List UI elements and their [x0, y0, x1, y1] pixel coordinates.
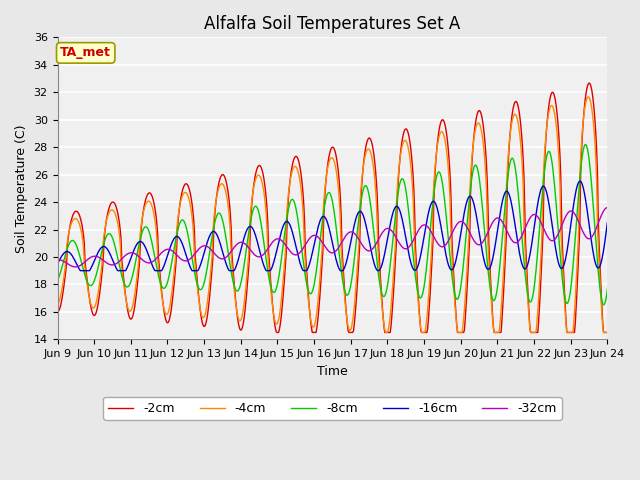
-16cm: [416, 255, 424, 261]
-16cm: [177, 237, 184, 243]
-32cm: [54, 257, 61, 263]
Line: -16cm: -16cm: [58, 181, 607, 271]
-16cm: [121, 268, 129, 274]
-8cm: [600, 302, 607, 308]
-4cm: [205, 286, 212, 292]
Line: -8cm: -8cm: [58, 144, 607, 305]
Title: Alfalfa Soil Temperatures Set A: Alfalfa Soil Temperatures Set A: [204, 15, 461, 33]
-16cm: [63, 249, 71, 254]
Line: -4cm: -4cm: [58, 97, 607, 333]
-4cm: [416, 320, 424, 325]
-2cm: [273, 330, 281, 336]
-4cm: [54, 301, 61, 307]
-4cm: [382, 330, 390, 336]
-2cm: [205, 300, 212, 306]
-4cm: [400, 138, 408, 144]
-8cm: [205, 254, 212, 260]
X-axis label: Time: Time: [317, 365, 348, 378]
-8cm: [120, 280, 128, 286]
-8cm: [54, 277, 61, 283]
-4cm: [604, 330, 611, 336]
-2cm: [120, 280, 128, 286]
-16cm: [604, 220, 611, 226]
-8cm: [399, 177, 407, 182]
Legend: -2cm, -4cm, -8cm, -16cm, -32cm: -2cm, -4cm, -8cm, -16cm, -32cm: [103, 397, 562, 420]
-32cm: [206, 245, 214, 251]
-2cm: [604, 330, 611, 336]
-32cm: [121, 253, 129, 259]
-32cm: [400, 245, 408, 251]
-8cm: [581, 142, 589, 147]
-4cm: [584, 94, 592, 100]
-16cm: [400, 225, 408, 231]
-32cm: [71, 264, 79, 270]
-2cm: [63, 242, 71, 248]
-32cm: [177, 256, 184, 262]
-2cm: [400, 129, 408, 135]
-32cm: [416, 225, 424, 231]
-8cm: [604, 287, 611, 292]
-4cm: [120, 284, 128, 289]
-2cm: [416, 319, 424, 325]
-8cm: [63, 245, 71, 251]
-8cm: [415, 294, 423, 300]
-4cm: [176, 203, 184, 208]
-2cm: [54, 309, 61, 315]
-8cm: [176, 220, 184, 226]
-32cm: [63, 261, 71, 266]
-16cm: [206, 233, 214, 239]
-16cm: [576, 178, 584, 184]
Line: -2cm: -2cm: [58, 83, 607, 333]
Y-axis label: Soil Temperature (C): Soil Temperature (C): [15, 124, 28, 252]
-4cm: [63, 237, 71, 243]
-2cm: [585, 80, 593, 86]
-2cm: [176, 202, 184, 207]
-16cm: [54, 261, 61, 267]
Line: -32cm: -32cm: [58, 207, 607, 267]
Text: TA_met: TA_met: [60, 47, 111, 60]
-16cm: [77, 268, 84, 274]
-32cm: [604, 204, 611, 210]
